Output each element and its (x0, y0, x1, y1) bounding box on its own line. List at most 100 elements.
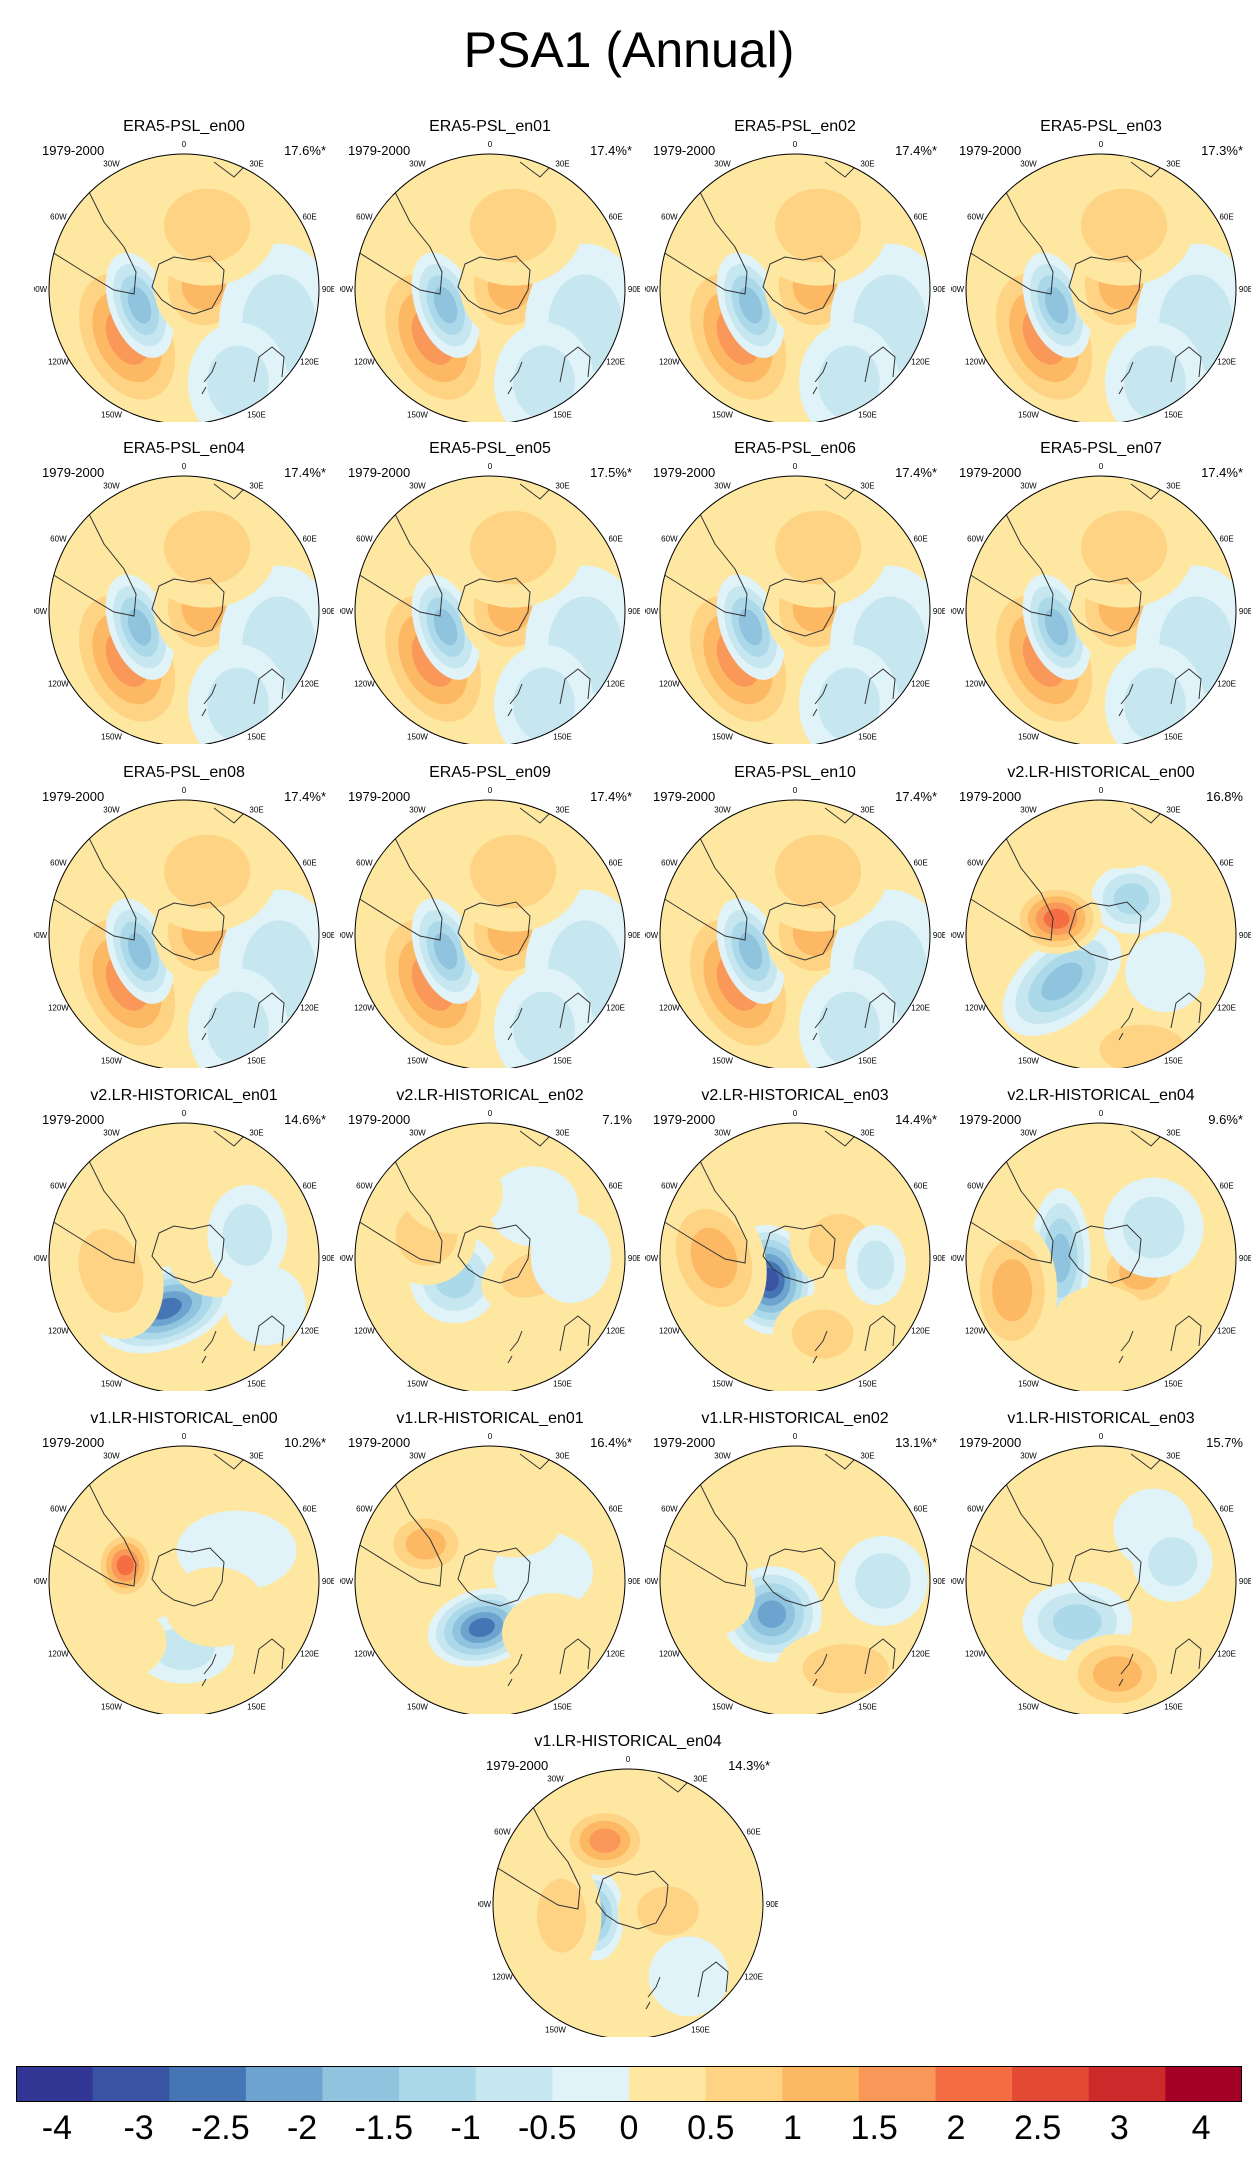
lon-tick-label: 0 (488, 462, 493, 471)
new-zealand-coastline (1118, 1007, 1134, 1041)
antarctica-coastline (595, 1870, 669, 1930)
lon-tick-label: 60W (967, 535, 984, 544)
panel-variance: 9.6%* (1208, 1112, 1243, 1127)
lon-tick-label: 60E (608, 1182, 622, 1191)
lon-tick-label: 120W (48, 1650, 69, 1659)
anomaly-contour (775, 188, 862, 263)
panel-variance: 10.2%* (284, 1435, 326, 1450)
panel-variance: 16.8% (1206, 789, 1243, 804)
colorbar-tick-label: 2.5 (1014, 2109, 1062, 2147)
colorbar-swatch (1165, 2066, 1242, 2102)
panel-period: 1979-2000 (653, 789, 716, 804)
new-zealand-coastline (812, 1653, 828, 1687)
lon-tick-label: 120E (911, 1650, 930, 1659)
polar-map: 030E60E90E120E150E180150W120W90W60W30W (340, 1432, 640, 1714)
lon-tick-label: 0 (488, 1109, 493, 1118)
lon-tick-label: 30E (860, 159, 874, 168)
anomaly-contour (402, 1153, 503, 1234)
lon-tick-label: 120W (965, 1650, 986, 1659)
antarctica-coastline (151, 577, 225, 637)
lon-tick-label: 90W (34, 607, 48, 616)
lon-tick-label: 60W (967, 213, 984, 222)
polar-map: 030E60E90E120E150E180150W120W90W60W30W (951, 786, 1251, 1068)
panel-title: v1.LR-HISTORICAL_en02 (701, 1410, 889, 1427)
anomaly-contour (855, 1553, 911, 1609)
south-america-coastline (662, 812, 748, 941)
lon-tick-label: 120W (492, 1973, 513, 1982)
panel-title: v1.LR-HISTORICAL_en04 (534, 1733, 722, 1750)
colorbar-tick-label: -2 (286, 2109, 318, 2147)
colorbar-swatch (1012, 2066, 1090, 2102)
lon-tick-label: 120E (300, 1004, 319, 1013)
map-border (48, 1122, 320, 1391)
anomaly-contour (775, 834, 862, 909)
anomaly-contour (637, 1886, 699, 1936)
lon-tick-label: 60E (1219, 213, 1233, 222)
lon-tick-label: 60W (356, 1505, 373, 1514)
anomaly-contour (1113, 883, 1150, 915)
anomaly-contour (127, 608, 152, 646)
antarctica-coastline (151, 255, 225, 315)
lon-tick-label: 150W (1018, 1380, 1039, 1389)
anomaly-contour (1122, 1196, 1185, 1259)
antarctica-coastline (762, 1547, 836, 1607)
panel-variance: 17.3%* (1201, 143, 1243, 158)
lon-tick-label: 90E (1239, 607, 1251, 616)
anomaly-contour (738, 932, 763, 970)
anomaly-contour (1125, 932, 1206, 1013)
lon-tick-label: 30E (555, 1128, 569, 1137)
panel-variance: 17.4%* (284, 465, 326, 480)
lon-tick-label: 60E (302, 1182, 316, 1191)
lon-tick-label: 150E (858, 1703, 877, 1712)
lon-tick-label: 90W (645, 607, 659, 616)
lon-tick-label: 120W (659, 1327, 680, 1336)
lon-tick-label: 90E (322, 285, 334, 294)
map-panel: ERA5-PSL_en05 1979-2000 17.5%* 0 30E 60E 90E 12… (340, 440, 640, 744)
australia-coastline (253, 668, 285, 705)
lon-tick-label: 30W (103, 1128, 120, 1137)
colorbar-swatch (1088, 2066, 1166, 2102)
anomaly-contour (127, 932, 152, 970)
polar-map: 030E60E90E120E150E180150W120W90W60W30W (34, 1109, 334, 1391)
panel-period: 1979-2000 (348, 1435, 411, 1450)
antarctica-coastline (762, 901, 836, 961)
anomaly-contour (697, 1476, 818, 1557)
panel-title: ERA5-PSL_en06 (734, 440, 856, 457)
lon-tick-label: 90W (340, 1577, 354, 1586)
anomaly-contour (1044, 608, 1069, 646)
lon-tick-label: 60E (608, 1505, 622, 1514)
map-border (965, 799, 1237, 1068)
polar-map: 030E60E90E120E150E180150W120W90W60W30W (951, 1432, 1251, 1714)
australia-coastline (697, 1961, 729, 1998)
lon-tick-label: 30E (555, 159, 569, 168)
map-border (965, 475, 1237, 744)
map-panel: v2.LR-HISTORICAL_en02 1979-2000 7.1% 0 30E 60… (340, 1087, 640, 1391)
lon-tick-label: 120W (354, 680, 375, 689)
lon-tick-label: 120W (354, 358, 375, 367)
lon-tick-label: 150E (553, 1057, 572, 1066)
lon-tick-label: 60W (356, 213, 373, 222)
anomaly-contour (818, 345, 880, 420)
polar-map: 030E60E90E120E150E180150W120W90W60W30W (951, 1109, 1251, 1391)
panel-period: 1979-2000 (42, 789, 105, 804)
colorbar-tick-label: -1 (450, 2109, 481, 2147)
lon-tick-label: 90W (951, 285, 965, 294)
map-border (659, 1122, 931, 1391)
anomaly-contour (470, 510, 557, 585)
australia-coastline (1170, 1315, 1202, 1352)
lon-tick-label: 30W (1020, 1128, 1037, 1137)
lon-tick-label: 150W (407, 1380, 428, 1389)
australia-coastline (1170, 668, 1202, 705)
new-zealand-coastline (812, 683, 828, 717)
anomaly-contour (1043, 908, 1070, 929)
lon-tick-label: 150W (545, 2026, 566, 2035)
colorbar-tick-label: 3 (1109, 2109, 1129, 2147)
lon-tick-label: 90E (628, 931, 640, 940)
lon-tick-label: 30W (409, 1128, 426, 1137)
lon-tick-label: 120W (965, 680, 986, 689)
lon-tick-label: 90E (1239, 1254, 1251, 1263)
lon-tick-label: 0 (793, 140, 798, 149)
anomaly-contour (1002, 1507, 1083, 1588)
anomaly-contour (463, 1477, 564, 1558)
anomaly-contour (1050, 1233, 1071, 1283)
